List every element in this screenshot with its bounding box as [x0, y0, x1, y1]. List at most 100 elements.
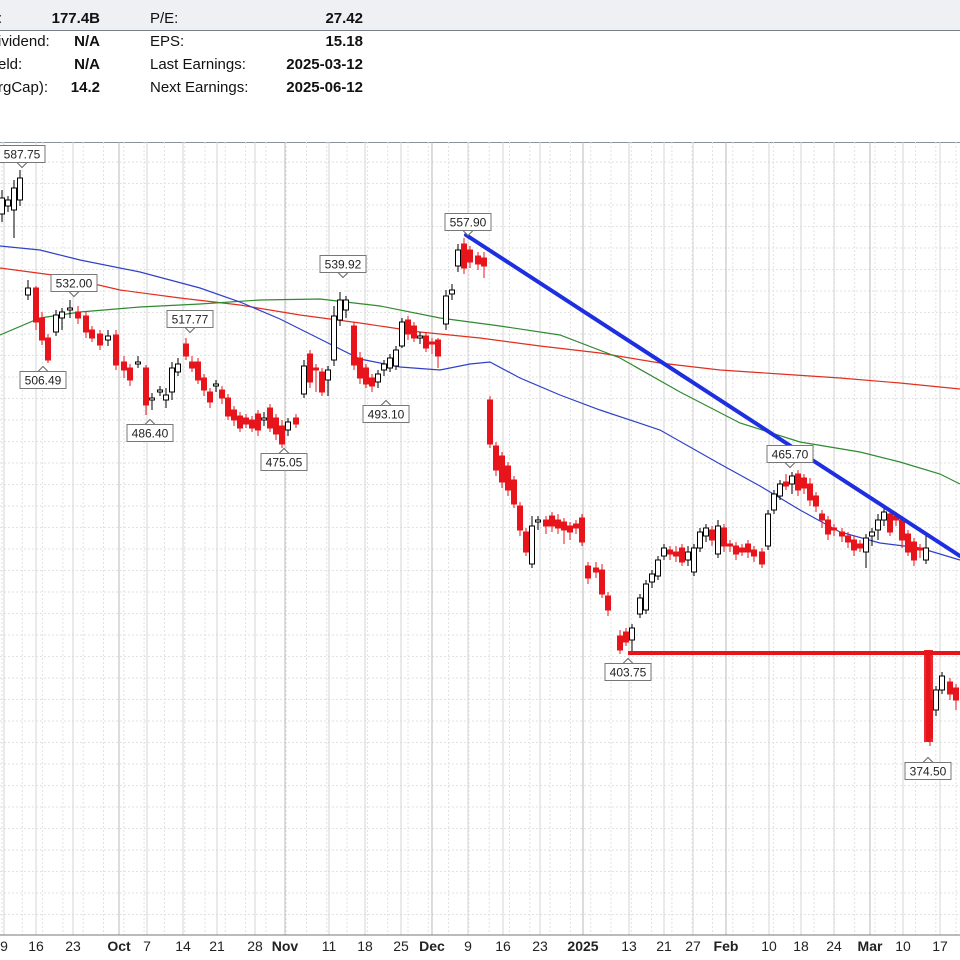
callout-pointer	[622, 657, 634, 664]
candle-body	[493, 445, 499, 471]
x-tick-label: 27	[685, 938, 701, 954]
candle-body	[89, 329, 95, 339]
candle-body	[423, 335, 429, 349]
price-callout-label: 493.10	[368, 408, 405, 422]
candle-body	[623, 631, 629, 643]
x-tick-label: 28	[247, 938, 263, 954]
candle-body	[771, 493, 777, 511]
candle-body	[789, 475, 795, 485]
candle-body	[279, 425, 285, 445]
chart-title-bar	[0, 0, 960, 31]
candle-body	[243, 417, 249, 425]
candle-body	[273, 417, 279, 435]
trendline	[464, 233, 960, 558]
candle-body	[449, 289, 455, 295]
candle-body	[481, 257, 487, 267]
candle-body	[555, 519, 561, 529]
candle-body	[331, 315, 337, 361]
info-right-value: 2025-06-12	[286, 79, 363, 96]
candle-body	[765, 513, 771, 547]
candle-body	[67, 307, 73, 311]
x-tick-label: Nov	[272, 938, 299, 954]
candle-body	[923, 547, 929, 561]
candle-body	[573, 523, 579, 529]
callout-pointer	[784, 462, 796, 469]
callout-pointer	[68, 291, 80, 298]
candle-body	[593, 567, 599, 573]
candle-body	[143, 367, 149, 406]
candle-body	[759, 551, 765, 565]
candle-body	[113, 334, 119, 366]
candle-body	[39, 317, 45, 341]
callout-pointer	[37, 365, 49, 372]
candle-body	[237, 415, 243, 429]
candle-body	[511, 479, 517, 505]
x-tick-label: 9	[464, 938, 472, 954]
candle-body	[751, 549, 757, 557]
x-tick-label: 10	[895, 938, 911, 954]
callout-box	[260, 453, 308, 471]
x-tick-label: 18	[793, 938, 809, 954]
candle-body	[819, 513, 825, 521]
candle-body	[529, 525, 535, 565]
candle-body	[881, 511, 887, 521]
candle-body	[851, 539, 857, 551]
x-tick-label: 25	[393, 938, 409, 954]
candle-body	[337, 299, 343, 321]
candle-body	[691, 547, 697, 573]
price-callout-label: 475.05	[266, 456, 303, 470]
x-tick-label: 16	[495, 938, 511, 954]
candle-body	[369, 377, 375, 387]
price-callout-label: 486.40	[132, 427, 169, 441]
candle-body	[905, 533, 911, 553]
candle-body	[313, 367, 319, 371]
x-tick-label: 18	[357, 938, 373, 954]
x-tick-label: 24	[826, 938, 842, 954]
candle-body	[189, 361, 195, 369]
candle-body	[467, 249, 473, 263]
candle-body	[673, 551, 679, 557]
candle-body	[83, 315, 89, 333]
candle-body	[135, 361, 141, 365]
candle-body	[703, 527, 709, 537]
candle-body	[745, 543, 751, 553]
candle-body	[585, 565, 591, 579]
candle-body	[475, 255, 481, 265]
candle-body	[399, 321, 405, 347]
candle-body	[661, 547, 667, 557]
candle-body	[939, 675, 945, 691]
price-callout-label: 587.75	[4, 148, 41, 162]
callout-box	[604, 663, 652, 681]
price-callout-label: 539.92	[325, 258, 362, 272]
candle-body	[149, 397, 155, 401]
x-tick-label: Mar	[858, 938, 883, 954]
candle-body	[887, 513, 893, 533]
x-tick-label: 21	[209, 938, 225, 954]
info-right-label: EPS:	[150, 33, 185, 50]
candle-body	[947, 681, 953, 695]
candle-body	[567, 525, 573, 533]
candle-body	[249, 419, 255, 429]
price-callout-label: 374.50	[910, 765, 947, 779]
info-left-label: eld:	[0, 56, 23, 73]
callout-box	[166, 310, 214, 328]
x-tick-label: 17	[932, 938, 948, 954]
candle-body	[429, 341, 435, 345]
candle-body	[393, 349, 399, 367]
candle-body	[405, 319, 411, 335]
x-tick-label: 7	[143, 938, 151, 954]
x-tick-label: 23	[532, 938, 548, 954]
candle-body	[45, 337, 51, 361]
x-tick-label: Dec	[419, 938, 445, 954]
info-right-label: Last Earnings:	[150, 56, 246, 73]
candle-body	[813, 495, 819, 507]
candle-body	[267, 407, 273, 429]
callout-box	[444, 213, 492, 231]
price-callout-label: 517.77	[172, 313, 209, 327]
x-tick-label: 9	[0, 938, 8, 954]
candle-body	[25, 287, 31, 296]
candle-body	[667, 549, 673, 555]
x-tick-label: 14	[175, 938, 191, 954]
candle-body	[121, 361, 127, 371]
